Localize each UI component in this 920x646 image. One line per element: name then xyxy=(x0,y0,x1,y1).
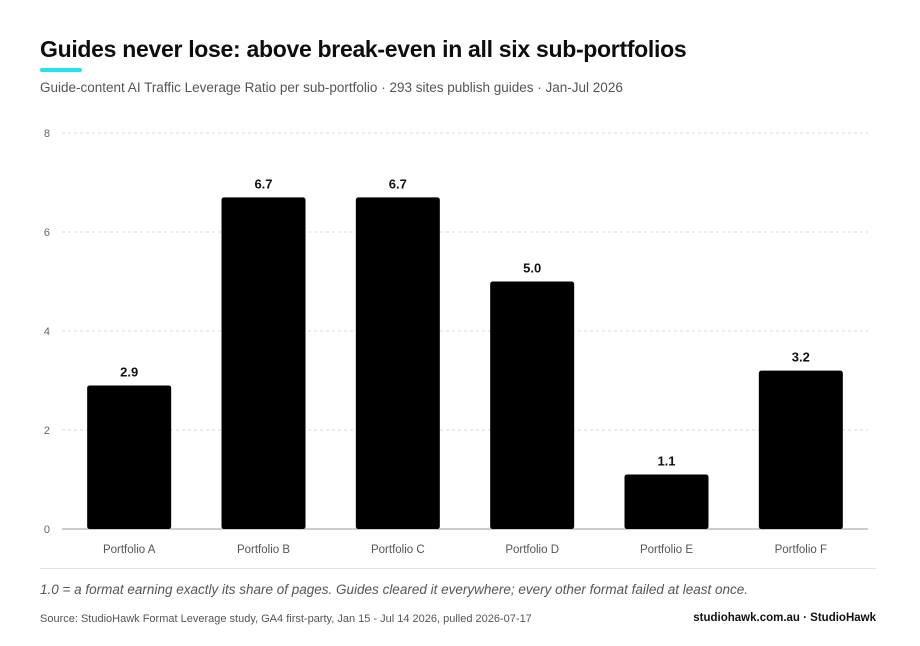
bar xyxy=(87,385,172,529)
bar-value-label: 6.7 xyxy=(254,176,272,191)
x-tick-label: Portfolio C xyxy=(371,544,425,556)
bar xyxy=(758,370,843,529)
x-tick-label: Portfolio E xyxy=(640,544,693,556)
bar xyxy=(490,281,575,529)
bar-value-label: 5.0 xyxy=(523,261,541,276)
bar-value-label: 1.1 xyxy=(657,454,675,469)
chart-subtitle: Guide-content AI Traffic Leverage Ratio … xyxy=(40,80,623,95)
bar-chart: 0 2 4 6 8 2.9 Portfolio A 6.7 Portfolio B 6.7 Port… xyxy=(44,128,868,556)
bar xyxy=(355,197,440,529)
y-tick-label: 8 xyxy=(44,128,50,140)
source-text: Source: StudioHawk Format Leverage study… xyxy=(40,613,532,625)
bar xyxy=(624,474,709,529)
bar-value-label: 6.7 xyxy=(389,176,407,191)
x-tick-label: Portfolio A xyxy=(103,544,156,556)
bar-value-label: 3.2 xyxy=(792,350,810,365)
y-tick-label: 0 xyxy=(44,524,50,536)
footnote: 1.0 = a format earning exactly its share… xyxy=(40,582,748,597)
x-tick-label: Portfolio F xyxy=(775,544,827,556)
chart-title: Guides never lose: above break-even in a… xyxy=(40,36,687,62)
y-tick-label: 2 xyxy=(44,425,50,437)
footer-divider xyxy=(40,568,876,569)
x-tick-label: Portfolio D xyxy=(505,544,559,556)
brand-credit: studiohawk.com.au · StudioHawk xyxy=(693,612,876,624)
x-tick-label: Portfolio B xyxy=(237,544,290,556)
title-accent-bar xyxy=(40,68,82,72)
bar-value-label: 2.9 xyxy=(120,364,138,379)
y-tick-label: 6 xyxy=(44,227,50,239)
y-tick-label: 4 xyxy=(44,326,50,338)
bar xyxy=(221,197,306,529)
